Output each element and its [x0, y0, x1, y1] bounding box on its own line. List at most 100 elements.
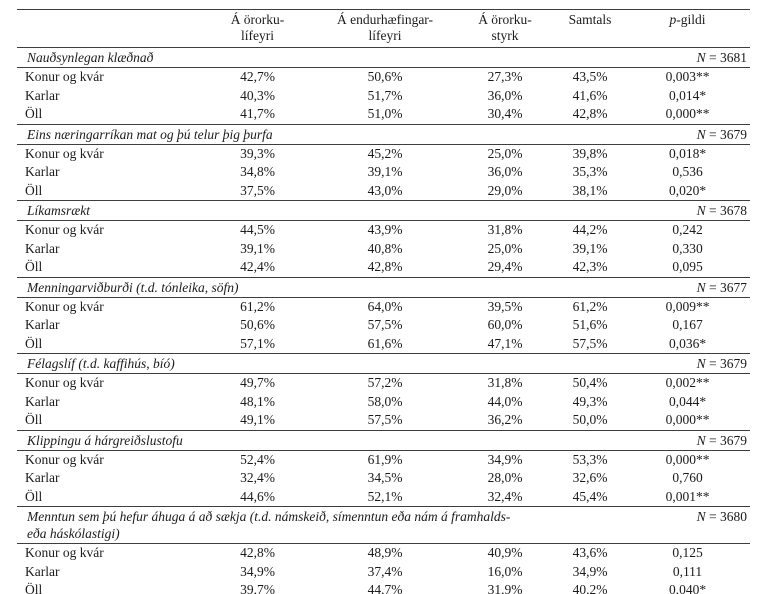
- header-empty-cell: [17, 9, 200, 48]
- section-row-felagslif: Félagslíf (t.d. kaffihús, bíó) N = 3679: [17, 353, 750, 374]
- header-line: Á endurhæfingar-: [336, 12, 434, 27]
- p-value-cell: 0,330: [672, 240, 703, 256]
- p-value-cell: 0,167: [672, 317, 703, 332]
- row-label: Karlar: [25, 87, 60, 103]
- table-row: Öll 37,5% 43,0% 29,0% 38,1% 0,020*: [17, 182, 750, 201]
- value-cell: 51,7%: [367, 87, 403, 103]
- value-cell: 61,2%: [572, 298, 608, 314]
- value-cell: 61,9%: [367, 451, 403, 467]
- section-title: Klippingu á hárgreiðslustofu: [17, 429, 625, 451]
- value-cell: 41,7%: [240, 106, 275, 121]
- value-cell: 34,8%: [240, 164, 275, 179]
- section-n-value: N = 3680: [625, 506, 750, 544]
- value-cell: 32,4%: [240, 470, 275, 485]
- value-cell: 42,8%: [240, 545, 275, 560]
- value-cell: 47,1%: [487, 335, 523, 351]
- table-row: Konur og kvár 42,7% 50,6% 27,3% 43,5% 0,…: [17, 68, 750, 87]
- value-cell: 39,5%: [487, 298, 523, 314]
- table-row: Öll 49,1% 57,5% 36,2% 50,0% 0,000**: [17, 411, 750, 430]
- table-row: Karlar 34,9% 37,4% 16,0% 34,9% 0,111: [17, 563, 750, 582]
- row-label: Öll: [25, 259, 43, 274]
- p-value-cell: 0,760: [672, 470, 703, 485]
- p-value-cell: 0,095: [672, 259, 703, 274]
- p-value-cell: 0,018*: [668, 145, 707, 161]
- p-value-cell: 0,111: [672, 563, 703, 579]
- row-label: Karlar: [25, 240, 60, 256]
- header-col-samtals: Samtals: [555, 9, 625, 48]
- row-label: Karlar: [25, 393, 60, 409]
- section-row-menningarvidburdi: Menningarviðburði (t.d. tónleika, söfn) …: [17, 276, 750, 298]
- value-cell: 39,7%: [200, 581, 315, 594]
- table-row: Öll 41,7% 51,0% 30,4% 42,8% 0,000**: [17, 105, 750, 124]
- row-label: Konur og kvár: [25, 375, 104, 390]
- section-row-menntun: Menntun sem þú hefur áhuga á að sækja (t…: [17, 506, 750, 544]
- row-label: Karlar: [25, 164, 60, 179]
- value-cell: 34,9%: [487, 451, 523, 467]
- value-cell: 52,1%: [367, 488, 403, 504]
- table-row: Karlar 40,3% 51,7% 36,0% 41,6% 0,014*: [17, 87, 750, 106]
- value-cell: 39,1%: [240, 240, 275, 256]
- value-cell: 39,3%: [240, 145, 275, 161]
- table-row: Öll 57,1% 61,6% 47,1% 57,5% 0,036*: [17, 335, 750, 354]
- section-row-klipping: Klippingu á hárgreiðslustofu N = 3679: [17, 429, 750, 451]
- value-cell: 58,0%: [367, 393, 403, 409]
- value-cell: 39,8%: [572, 145, 608, 161]
- p-value-cell: 0,002**: [665, 375, 710, 390]
- row-label: Konur og kvár: [25, 451, 104, 467]
- value-cell: 32,4%: [487, 488, 523, 504]
- row-label: Konur og kvár: [25, 145, 104, 161]
- value-cell: 31,9%: [455, 581, 555, 594]
- value-cell: 39,1%: [572, 240, 608, 256]
- value-cell: 36,2%: [487, 412, 523, 427]
- p-value-cell: 0,000**: [665, 106, 710, 121]
- value-cell: 30,4%: [487, 106, 523, 121]
- p-value-cell: 0,040*: [625, 581, 750, 594]
- p-value-cell: 0,003**: [665, 69, 710, 84]
- value-cell: 45,2%: [367, 145, 403, 161]
- header-line: Á örorku-: [478, 12, 532, 27]
- value-cell: 34,5%: [367, 470, 403, 485]
- value-cell: 44,7%: [315, 581, 455, 594]
- p-value-cell: 0,020*: [668, 182, 707, 198]
- value-cell: 42,7%: [240, 69, 275, 84]
- value-cell: 37,5%: [240, 182, 275, 198]
- p-value-cell: 0,009**: [665, 298, 710, 314]
- value-cell: 61,6%: [367, 335, 403, 351]
- p-value-cell: 0,125: [672, 545, 703, 560]
- table-row: Karlar 50,6% 57,5% 60,0% 51,6% 0,167: [17, 316, 750, 335]
- value-cell: 52,4%: [240, 451, 275, 467]
- section-row-likamsraekt: Líkamsrækt N = 3678: [17, 200, 750, 221]
- row-label: Öll: [25, 106, 43, 121]
- value-cell: 40,3%: [240, 87, 275, 103]
- value-cell: 36,0%: [487, 164, 523, 179]
- value-cell: 16,0%: [487, 563, 523, 579]
- value-cell: 45,4%: [572, 488, 608, 504]
- table-row: Konur og kvár 49,7% 57,2% 31,8% 50,4% 0,…: [17, 374, 750, 393]
- table-row: Konur og kvár 61,2% 64,0% 39,5% 61,2% 0,…: [17, 297, 750, 316]
- value-cell: 50,0%: [572, 412, 608, 427]
- table-row: Karlar 48,1% 58,0% 44,0% 49,3% 0,044*: [17, 393, 750, 412]
- table-row: Konur og kvár 44,5% 43,9% 31,8% 44,2% 0,…: [17, 221, 750, 240]
- p-value-cell: 0,001**: [665, 488, 710, 504]
- section-title: Menningarviðburði (t.d. tónleika, söfn): [17, 276, 625, 298]
- section-title: Nauðsynlegan klæðnað: [17, 47, 625, 68]
- value-cell: 44,0%: [487, 393, 523, 409]
- section-title: Félagslíf (t.d. kaffihús, bíó): [17, 353, 625, 374]
- value-cell: 44,2%: [572, 222, 608, 237]
- value-cell: 43,0%: [367, 182, 403, 198]
- value-cell: 29,4%: [487, 259, 523, 274]
- value-cell: 40,9%: [487, 545, 523, 560]
- value-cell: 31,8%: [487, 375, 523, 390]
- header-line: lífeyri: [368, 28, 402, 43]
- header-line: lífeyri: [241, 28, 274, 43]
- value-cell: 36,0%: [487, 87, 523, 103]
- section-row-naudsynlegan-klaednad: Nauðsynlegan klæðnað N = 3681: [17, 47, 750, 68]
- value-cell: 53,3%: [572, 451, 608, 467]
- value-cell: 39,1%: [367, 164, 403, 179]
- value-cell: 51,0%: [367, 106, 403, 121]
- table-row: Konur og kvár 39,3% 45,2% 25,0% 39,8% 0,…: [17, 144, 750, 163]
- value-cell: 42,3%: [572, 259, 608, 274]
- value-cell: 49,3%: [572, 393, 608, 409]
- value-cell: 40,2%: [555, 581, 625, 594]
- value-cell: 50,6%: [367, 69, 403, 84]
